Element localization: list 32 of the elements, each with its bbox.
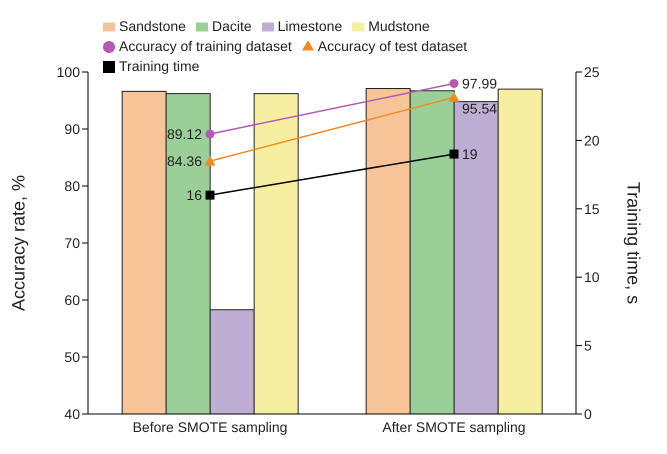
legend-label: Mudstone <box>368 18 430 34</box>
data-label: 16 <box>186 187 202 204</box>
x-tick-label: Before SMOTE sampling <box>132 418 288 435</box>
y2-tick-label: 20 <box>584 132 600 148</box>
y2-axis-title: Training time, s <box>624 182 644 304</box>
data-label: 19 <box>462 146 478 162</box>
legend-label: Dacite <box>212 18 252 34</box>
y-tick-label: 100 <box>56 64 80 80</box>
y-tick-label: 40 <box>64 406 80 422</box>
y2-tick-label: 0 <box>584 406 592 422</box>
data-label: 95.54 <box>462 100 498 116</box>
data-label: 97.99 <box>462 75 498 92</box>
point <box>450 78 458 88</box>
y2-tick-label: 25 <box>584 64 600 80</box>
y2-tick-label: 10 <box>584 269 600 286</box>
y-axis-title: Accuracy rate, % <box>8 174 28 312</box>
x-tick-label: After SMOTE sampling <box>382 418 526 435</box>
data-label: 84.36 <box>166 153 202 170</box>
y-tick-label: 60 <box>64 292 80 308</box>
legend-label: Training time <box>119 58 200 74</box>
legend-label: Accuracy of test dataset <box>318 38 468 54</box>
legend-label: Accuracy of training dataset <box>119 38 292 54</box>
point <box>206 130 214 139</box>
y2-tick-label: 5 <box>584 338 592 354</box>
y-tick-label: 70 <box>64 234 80 251</box>
y-tick-label: 80 <box>64 178 80 194</box>
legend-label: Limestone <box>278 18 342 34</box>
y-tick-label: 50 <box>64 348 80 365</box>
y-tick-label: 90 <box>64 120 80 137</box>
legend-label: Sandstone <box>119 18 186 34</box>
data-label: 89.12 <box>166 126 202 142</box>
y2-tick-label: 15 <box>584 200 600 217</box>
